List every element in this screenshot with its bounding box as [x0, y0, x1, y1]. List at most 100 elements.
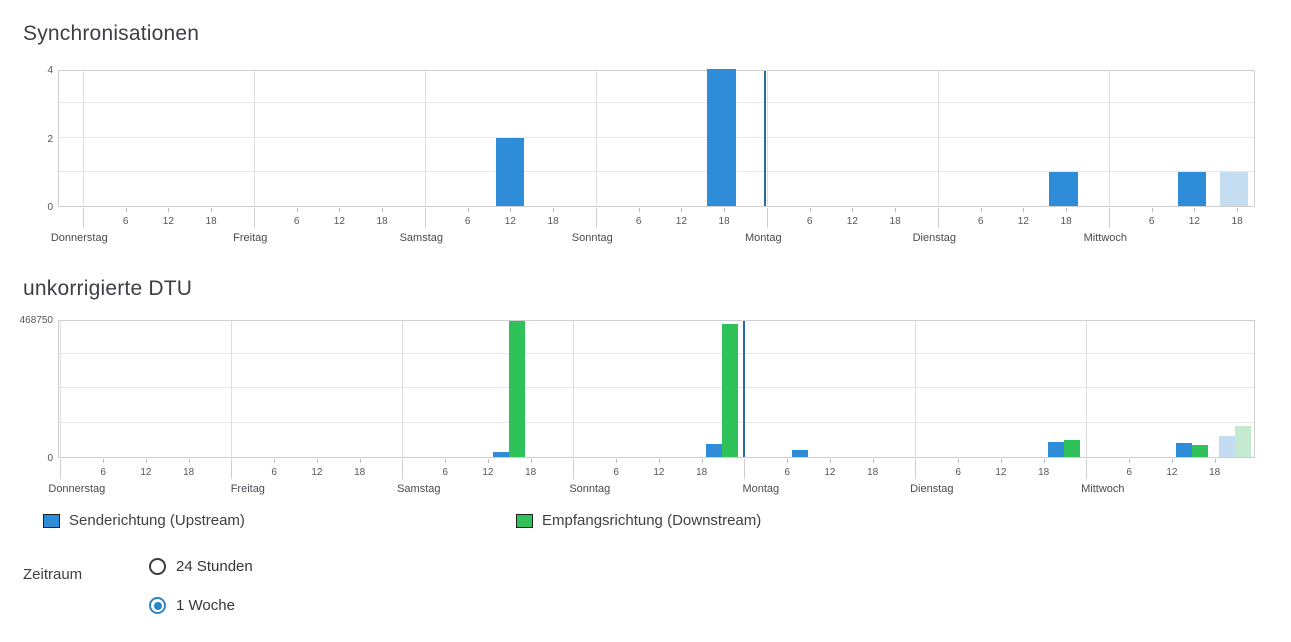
- hour-tick: [658, 459, 660, 463]
- hour-tick-label: 12: [1017, 216, 1029, 227]
- day-boundary-line: [573, 321, 575, 457]
- hour-tick-label: 12: [333, 216, 345, 227]
- hour-tick: [487, 459, 489, 463]
- hour-tick: [1000, 459, 1002, 463]
- y-axis-label: 4: [47, 65, 53, 76]
- zeitraum-label: Zeitraum: [23, 566, 83, 583]
- grid-line-horizontal: [59, 387, 1254, 388]
- bar-upstream: [1047, 442, 1064, 457]
- hour-tick: [616, 459, 618, 463]
- hour-tick-label: 6: [635, 216, 642, 227]
- hour-tick-label: 18: [183, 467, 195, 478]
- hour-tick-label: 12: [140, 467, 152, 478]
- grid-line-horizontal: [59, 352, 1254, 354]
- bar-upstream: [1175, 443, 1192, 457]
- day-axis-tick: [424, 208, 426, 228]
- hour-tick: [510, 208, 512, 212]
- bar-synchronisation: [495, 137, 525, 206]
- hour-tick: [809, 208, 811, 212]
- hour-tick-label: 6: [784, 467, 790, 478]
- day-boundary-line: [744, 321, 746, 457]
- hour-tick-label: 12: [846, 216, 858, 227]
- hour-tick-label: 6: [955, 467, 961, 478]
- hour-tick: [980, 208, 982, 212]
- day-boundary-line: [1108, 71, 1110, 206]
- hour-tick: [145, 459, 147, 463]
- radio-24-stunden-label[interactable]: 24 Stunden: [176, 558, 253, 575]
- hour-tick-label: 12: [504, 216, 516, 227]
- day-label: Montag: [742, 483, 780, 495]
- day-boundary-line: [595, 71, 597, 206]
- hour-tick: [724, 208, 726, 212]
- hour-tick: [467, 208, 469, 212]
- hour-tick: [316, 459, 318, 463]
- day-axis-tick: [60, 459, 62, 479]
- legend-label-downstream: Empfangsrichtung (Downstream): [542, 512, 762, 529]
- hour-tick: [553, 208, 555, 212]
- hour-tick-label: 6: [442, 467, 448, 478]
- radio-option-1-woche[interactable]: 1 Woche: [149, 597, 235, 614]
- bar-synchronisation: [707, 69, 736, 206]
- bar-upstream: [791, 450, 808, 457]
- bar-downstream-current: [1234, 426, 1251, 457]
- bar-synchronisation-current: [1219, 171, 1249, 206]
- hour-tick: [1214, 459, 1216, 463]
- day-label: Mittwoch: [1081, 483, 1125, 495]
- hour-tick: [274, 459, 276, 463]
- hour-tick: [829, 459, 831, 463]
- hour-tick-label: 6: [977, 216, 984, 227]
- hour-tick: [359, 459, 361, 463]
- day-label: Montag: [744, 232, 782, 244]
- hour-tick: [211, 208, 213, 212]
- y-axis-label: 0: [47, 202, 53, 213]
- radio-1-woche-icon[interactable]: [149, 597, 166, 614]
- hour-tick-label: 18: [1060, 216, 1072, 227]
- day-label: Freitag: [233, 232, 268, 244]
- day-label: Sonntag: [569, 483, 611, 495]
- hour-tick-label: 6: [293, 216, 300, 227]
- hour-tick: [787, 459, 789, 463]
- chart-title-unkorrigierte-dtu: unkorrigierte DTU: [23, 277, 193, 300]
- hour-tick-label: 6: [100, 467, 106, 478]
- day-label: Sonntag: [571, 232, 613, 244]
- day-label: Samstag: [397, 483, 441, 495]
- hour-tick-label: 18: [525, 467, 537, 478]
- bar-downstream: [1063, 439, 1080, 457]
- hour-tick: [1066, 208, 1068, 212]
- legend-item-downstream: Empfangsrichtung (Downstream): [516, 512, 761, 529]
- legend-label-upstream: Senderichtung (Upstream): [69, 512, 245, 529]
- hour-tick-label: 6: [1126, 467, 1132, 478]
- hour-tick-label: 12: [311, 467, 323, 478]
- grid-line-horizontal: [59, 102, 1254, 104]
- hour-tick-label: 6: [806, 216, 813, 227]
- y-axis-label: 0: [47, 453, 53, 464]
- hour-tick: [445, 459, 447, 463]
- radio-1-woche-label[interactable]: 1 Woche: [176, 597, 235, 614]
- day-axis-tick: [937, 208, 939, 228]
- hour-tick-label: 18: [1209, 467, 1221, 478]
- time-marker-line: [742, 321, 745, 457]
- hour-tick-label: 12: [675, 216, 687, 227]
- hour-tick-label: 18: [889, 216, 901, 227]
- hour-tick: [339, 208, 341, 212]
- hour-tick: [1237, 208, 1239, 212]
- bar-upstream: [706, 443, 723, 457]
- hour-tick: [296, 208, 298, 212]
- hour-tick-label: 18: [867, 467, 879, 478]
- bar-upstream-current: [1218, 436, 1235, 457]
- hour-tick: [125, 208, 127, 212]
- grid-line-horizontal: [59, 421, 1254, 423]
- hour-tick: [1194, 208, 1196, 212]
- hour-tick-label: 12: [1166, 467, 1178, 478]
- day-axis-tick: [915, 459, 917, 479]
- hour-tick: [103, 459, 105, 463]
- day-axis-tick: [1086, 459, 1088, 479]
- bar-downstream: [1191, 444, 1208, 457]
- day-boundary-line: [424, 71, 426, 206]
- hour-tick: [188, 459, 190, 463]
- radio-option-24-stunden[interactable]: 24 Stunden: [149, 558, 253, 575]
- radio-24-stunden-icon[interactable]: [149, 558, 166, 575]
- hour-tick-label: 12: [824, 467, 836, 478]
- day-boundary-line: [1086, 321, 1088, 457]
